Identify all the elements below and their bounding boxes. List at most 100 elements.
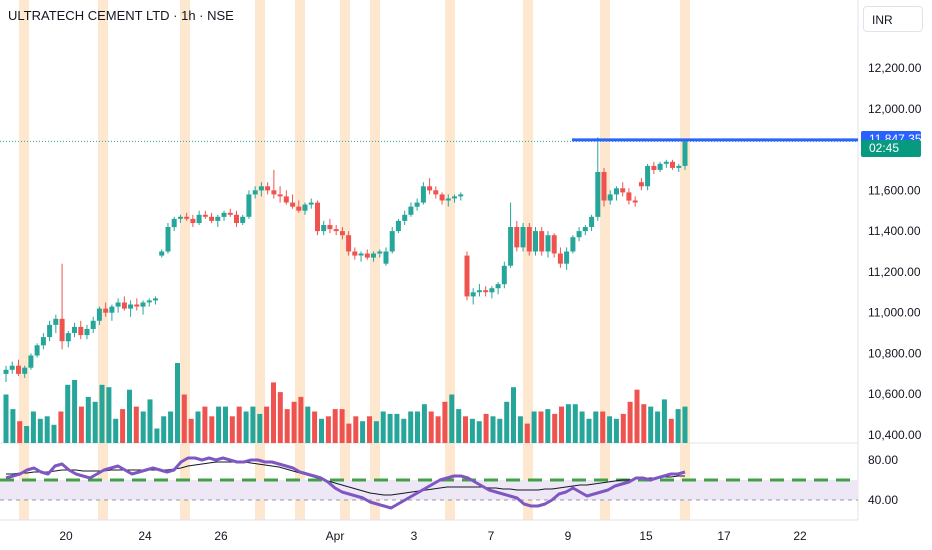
volume-bar xyxy=(175,363,180,443)
indicator-axis: 80.00 40.00 xyxy=(868,453,898,507)
volume-bar xyxy=(538,411,544,443)
candle xyxy=(115,298,121,313)
price-tick-label: 10,800.00 xyxy=(868,346,922,360)
volume-bar xyxy=(3,394,9,443)
candle xyxy=(539,227,545,256)
candle xyxy=(371,251,376,262)
session-band xyxy=(445,0,455,520)
time-tick-label: 3 xyxy=(411,529,418,543)
volume-bar xyxy=(360,421,366,443)
candle xyxy=(109,304,115,321)
candle xyxy=(352,247,358,260)
volume-bar xyxy=(92,401,98,443)
candle xyxy=(545,231,551,258)
candle xyxy=(28,353,34,370)
time-axis: 20 24 26 Apr 3 7 9 15 17 22 xyxy=(59,529,807,543)
volume-bar xyxy=(291,401,297,443)
candle xyxy=(439,192,445,205)
candle xyxy=(90,316,96,334)
candle xyxy=(445,194,451,207)
volume-bar xyxy=(511,387,516,443)
volume-bar xyxy=(373,421,379,443)
volume-bar xyxy=(10,409,16,443)
volume-bar xyxy=(298,396,304,443)
candle xyxy=(258,182,264,197)
volume-bar xyxy=(463,416,468,443)
candle xyxy=(464,251,470,301)
candle xyxy=(501,261,507,289)
volume-bar xyxy=(188,418,194,443)
price-tick-label: 11,200.00 xyxy=(868,265,921,279)
candle xyxy=(315,200,320,236)
candle xyxy=(582,225,588,236)
rsi-indicator xyxy=(0,456,858,510)
candle xyxy=(595,137,601,221)
candle xyxy=(134,298,140,311)
volume-bar xyxy=(504,401,510,443)
volume-bar xyxy=(682,406,688,443)
session-band xyxy=(523,0,533,520)
candle xyxy=(663,159,669,168)
candle xyxy=(202,210,208,219)
candle xyxy=(576,227,582,242)
volume-bar xyxy=(401,418,407,443)
session-band xyxy=(19,0,29,520)
volume-bar xyxy=(44,416,50,443)
candle xyxy=(526,223,532,256)
price-axis: 12,200.00 12,000.00 11,600.00 11,400.00 11,2… xyxy=(868,61,922,442)
volume-bar xyxy=(181,394,187,443)
volume-bar xyxy=(243,411,249,443)
volume-bar xyxy=(257,413,263,443)
volume-bar xyxy=(284,409,290,443)
volume-bar xyxy=(106,387,112,443)
candle xyxy=(402,210,408,225)
volume-bar xyxy=(78,406,84,443)
time-tick-label: 26 xyxy=(214,529,228,543)
candle xyxy=(153,296,158,305)
volume-bar xyxy=(613,418,619,443)
candle xyxy=(215,214,221,227)
symbol-title[interactable]: ULTRATECH CEMENT LTD · 1h · NSE xyxy=(8,8,234,23)
candle xyxy=(476,284,482,297)
candle xyxy=(16,359,21,376)
volume-bar xyxy=(408,411,414,443)
volume-bar xyxy=(572,404,578,443)
volume-bar xyxy=(490,416,496,443)
currency-button[interactable]: INR xyxy=(863,6,923,32)
candle xyxy=(645,163,651,191)
volume-bar xyxy=(476,421,482,443)
candle xyxy=(626,188,632,205)
candle xyxy=(283,190,289,205)
volume-bar xyxy=(531,411,537,443)
session-band xyxy=(98,0,108,520)
volume-bar xyxy=(593,411,599,443)
volume-bar xyxy=(229,416,235,443)
candle xyxy=(520,223,526,252)
volume-bar xyxy=(415,411,420,443)
volume-bar xyxy=(195,411,201,443)
candle xyxy=(53,314,59,334)
volume-bar xyxy=(99,384,105,443)
volume-bar xyxy=(600,411,606,443)
session-bands xyxy=(19,0,690,520)
volume-bar xyxy=(264,406,270,443)
volume-bar xyxy=(312,411,318,443)
volume-bar xyxy=(627,401,633,443)
volume-bar xyxy=(456,409,462,443)
candle-series xyxy=(3,137,688,382)
volume-bar xyxy=(332,409,338,443)
price-tick-label: 10,600.00 xyxy=(868,387,922,401)
candle xyxy=(277,186,283,203)
candle xyxy=(165,223,171,254)
volume-bar xyxy=(17,421,23,443)
time-tick-label: 22 xyxy=(793,529,807,543)
candle xyxy=(308,198,314,209)
volume-bar xyxy=(565,404,571,443)
volume-bar xyxy=(58,411,64,443)
candle xyxy=(564,247,570,270)
volume-bar xyxy=(346,423,352,443)
volume-bar xyxy=(380,411,386,443)
candle xyxy=(159,249,165,258)
candle xyxy=(190,214,196,227)
